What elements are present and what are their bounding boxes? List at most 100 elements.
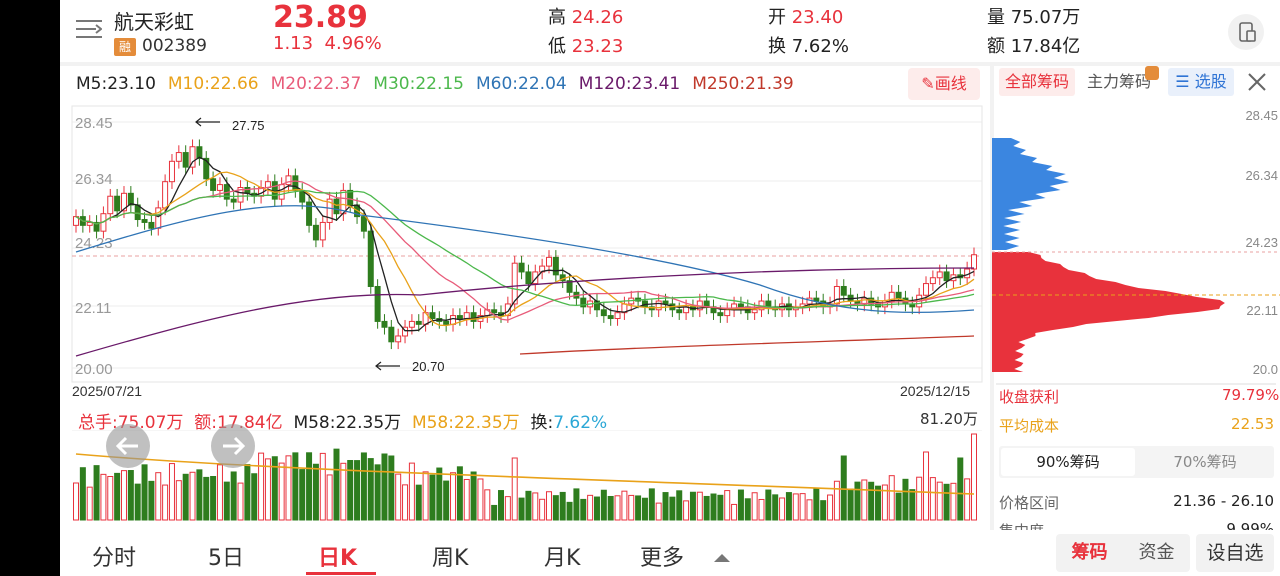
volume-bar bbox=[148, 480, 155, 521]
close-icon[interactable] bbox=[1246, 71, 1268, 93]
volume-bar bbox=[258, 452, 265, 521]
vol-amount: 额:17.84亿 bbox=[194, 413, 283, 433]
candle-body bbox=[312, 224, 319, 241]
volume-bar bbox=[779, 497, 786, 521]
volume-bar bbox=[127, 470, 134, 521]
volume-bar bbox=[463, 478, 470, 521]
candle-body bbox=[182, 152, 189, 168]
volume-bar bbox=[929, 477, 936, 521]
candlestick-chart[interactable]: 28.45 26.34 24.23 22.11 20.00 2025/07/21 2025/… bbox=[60, 100, 985, 405]
stock-screen: 航天彩虹 融 002389 23.89 1.13 4.96% 高 24.26 低… bbox=[60, 0, 1280, 576]
volume-bar bbox=[285, 455, 292, 521]
candle-body bbox=[333, 198, 340, 215]
volume-bar bbox=[717, 494, 724, 521]
volume-bar bbox=[120, 470, 127, 521]
fund-toggle-button[interactable]: 资金 bbox=[1138, 542, 1175, 563]
volume-bar bbox=[902, 478, 909, 521]
volume-bar bbox=[210, 475, 217, 521]
tab-more[interactable]: 更多 bbox=[640, 546, 685, 571]
tab-monthly-k[interactable]: 月K bbox=[544, 546, 581, 571]
candle-body bbox=[971, 254, 977, 270]
volume-bar bbox=[936, 481, 943, 521]
candle-body bbox=[381, 320, 388, 328]
candle-body bbox=[929, 277, 936, 285]
y-tick-label: 28.45 bbox=[75, 115, 113, 132]
menu-icon[interactable] bbox=[76, 18, 103, 40]
volume-bar bbox=[587, 494, 594, 521]
volume-chart[interactable] bbox=[60, 430, 985, 522]
seg-90-button[interactable]: 90%筹码 bbox=[1001, 448, 1135, 476]
volume-bar bbox=[737, 489, 744, 521]
volume-bar bbox=[381, 453, 388, 521]
volume-bar bbox=[278, 462, 285, 521]
y-tick-label: 26.34 bbox=[75, 171, 113, 188]
candle-body bbox=[402, 326, 409, 337]
volume-bar bbox=[552, 495, 559, 521]
tab-main-chips[interactable]: 主力筹码 bbox=[1087, 66, 1159, 96]
candle-body bbox=[717, 312, 724, 317]
candle-body bbox=[607, 315, 614, 320]
draw-line-button[interactable]: ✎画线 bbox=[908, 68, 980, 100]
volume-bar bbox=[422, 471, 429, 521]
volume-bar bbox=[847, 488, 854, 521]
candle-body bbox=[127, 192, 134, 206]
candle-body bbox=[237, 187, 244, 203]
volume-bar bbox=[923, 451, 930, 521]
avg-cost-label: 平均成本 bbox=[999, 417, 1060, 435]
open-field: 开 23.40 bbox=[768, 3, 843, 29]
volume-bar bbox=[895, 492, 902, 521]
ma250-line bbox=[519, 335, 975, 355]
candle-body bbox=[751, 309, 758, 314]
volume-bar bbox=[443, 480, 450, 521]
chip-fund-toggle: 筹码 资金 bbox=[1056, 534, 1190, 572]
volume-bar bbox=[436, 467, 443, 521]
volume-bar bbox=[175, 480, 182, 521]
volume-bar bbox=[689, 491, 696, 521]
volume-bar bbox=[203, 476, 210, 521]
volume-bar bbox=[875, 485, 882, 521]
volume-bar bbox=[676, 490, 683, 521]
select-stock-button[interactable]: ☰ 选股 bbox=[1168, 68, 1234, 96]
tab-daily-k-underline bbox=[306, 572, 376, 575]
volume-bar bbox=[840, 455, 847, 521]
candle-body bbox=[429, 312, 436, 320]
tab-5day[interactable]: 5日 bbox=[208, 546, 244, 571]
concentration-row: 集中度 9.99% bbox=[996, 516, 1280, 530]
volume-bar bbox=[669, 496, 676, 521]
chip-y-tick: 26.34 bbox=[1245, 168, 1278, 183]
profit-value: 79.79% bbox=[1222, 386, 1280, 404]
prev-arrow-button[interactable] bbox=[106, 424, 150, 468]
chip-distribution-chart[interactable]: 28.45 26.34 24.23 22.11 20.0 bbox=[992, 100, 1280, 382]
caret-up-icon[interactable] bbox=[714, 548, 730, 567]
add-watchlist-button[interactable]: 设自选 bbox=[1196, 534, 1274, 572]
tab-daily-k[interactable]: 日K bbox=[318, 546, 358, 571]
volume-bar bbox=[799, 493, 806, 521]
tab-all-chips[interactable]: 全部筹码 bbox=[999, 68, 1075, 96]
volume-bar bbox=[758, 498, 765, 521]
chip-toggle-button[interactable]: 筹码 bbox=[1071, 542, 1108, 563]
conc-label: 集中度 bbox=[999, 520, 1044, 530]
volume-bar bbox=[916, 476, 923, 521]
next-arrow-button[interactable] bbox=[211, 424, 255, 468]
vol-turn-value: 7.62% bbox=[553, 413, 608, 433]
volume-bar bbox=[710, 493, 717, 521]
volume-bar bbox=[360, 452, 367, 521]
volume-bar bbox=[244, 464, 251, 521]
landscape-toggle-icon[interactable] bbox=[1228, 14, 1264, 50]
tab-intraday[interactable]: 分时 bbox=[92, 546, 137, 571]
turnover-field: 换 7.62% bbox=[768, 32, 849, 58]
amount-label: 额 bbox=[987, 36, 1005, 57]
candle-body bbox=[456, 315, 463, 320]
draw-line-label: 画线 bbox=[934, 74, 967, 93]
vol-total: 总手:75.07万 bbox=[78, 413, 184, 433]
volume-bar bbox=[333, 448, 340, 521]
high-label: 高 bbox=[548, 7, 566, 28]
candle-body bbox=[148, 221, 155, 229]
volume-bar bbox=[861, 479, 868, 521]
volume-bar bbox=[196, 469, 203, 521]
ma-line bbox=[75, 189, 975, 309]
ma60-line bbox=[75, 205, 975, 314]
volume-bar bbox=[415, 484, 422, 521]
tab-weekly-k[interactable]: 周K bbox=[432, 546, 469, 571]
seg-70-button[interactable]: 70%筹码 bbox=[1173, 453, 1237, 471]
